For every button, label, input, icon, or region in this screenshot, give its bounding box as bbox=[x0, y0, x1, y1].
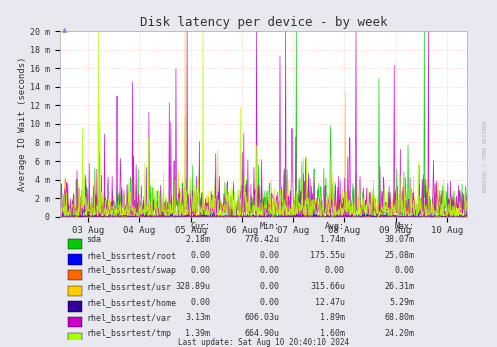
Text: rhel_bssrtest/usr: rhel_bssrtest/usr bbox=[86, 282, 171, 291]
Text: 2.18m: 2.18m bbox=[185, 235, 210, 244]
Text: 0.00: 0.00 bbox=[190, 298, 210, 307]
FancyBboxPatch shape bbox=[68, 254, 82, 265]
Text: RRDTOOL / TOBI OETIKER: RRDTOOL / TOBI OETIKER bbox=[482, 120, 487, 192]
Text: sda: sda bbox=[86, 235, 101, 244]
Text: 0.00: 0.00 bbox=[260, 298, 280, 307]
Text: 0.00: 0.00 bbox=[260, 282, 280, 291]
FancyBboxPatch shape bbox=[68, 239, 82, 249]
Text: 26.31m: 26.31m bbox=[384, 282, 414, 291]
Text: 776.42u: 776.42u bbox=[245, 235, 280, 244]
Text: 175.55u: 175.55u bbox=[310, 251, 345, 260]
Text: rhel_bssrtest/root: rhel_bssrtest/root bbox=[86, 251, 176, 260]
FancyBboxPatch shape bbox=[68, 317, 82, 327]
Text: 25.08m: 25.08m bbox=[384, 251, 414, 260]
Text: 3.13m: 3.13m bbox=[185, 313, 210, 322]
Text: Last update: Sat Aug 10 20:40:10 2024: Last update: Sat Aug 10 20:40:10 2024 bbox=[178, 338, 349, 347]
FancyBboxPatch shape bbox=[68, 301, 82, 312]
Text: 24.20m: 24.20m bbox=[384, 329, 414, 338]
Text: 0.00: 0.00 bbox=[260, 266, 280, 276]
FancyBboxPatch shape bbox=[68, 270, 82, 280]
Text: 0.00: 0.00 bbox=[190, 251, 210, 260]
Text: 0.00: 0.00 bbox=[325, 266, 345, 276]
Text: ▲: ▲ bbox=[62, 27, 67, 33]
FancyBboxPatch shape bbox=[68, 332, 82, 343]
Text: 664.90u: 664.90u bbox=[245, 329, 280, 338]
Text: 0.00: 0.00 bbox=[260, 251, 280, 260]
Text: 1.39m: 1.39m bbox=[185, 329, 210, 338]
Text: 1.89m: 1.89m bbox=[320, 313, 345, 322]
Text: rhel_bssrtest/swap: rhel_bssrtest/swap bbox=[86, 266, 176, 276]
Text: 0.00: 0.00 bbox=[190, 266, 210, 276]
Text: 1.74m: 1.74m bbox=[320, 235, 345, 244]
Text: 606.03u: 606.03u bbox=[245, 313, 280, 322]
Text: rhel_bssrtest/tmp: rhel_bssrtest/tmp bbox=[86, 329, 171, 338]
Y-axis label: Average IO Wait (seconds): Average IO Wait (seconds) bbox=[18, 57, 27, 191]
Text: rhel_bssrtest/var: rhel_bssrtest/var bbox=[86, 313, 171, 322]
Text: Avg:: Avg: bbox=[325, 222, 345, 231]
Text: 0.00: 0.00 bbox=[394, 266, 414, 276]
Text: 315.66u: 315.66u bbox=[310, 282, 345, 291]
Text: 68.80m: 68.80m bbox=[384, 313, 414, 322]
Title: Disk latency per device - by week: Disk latency per device - by week bbox=[140, 16, 387, 29]
Text: Cur:: Cur: bbox=[190, 222, 210, 231]
Text: 38.07m: 38.07m bbox=[384, 235, 414, 244]
Text: 328.89u: 328.89u bbox=[175, 282, 210, 291]
Text: rhel_bssrtest/home: rhel_bssrtest/home bbox=[86, 298, 176, 307]
Text: 5.29m: 5.29m bbox=[389, 298, 414, 307]
Text: Max:: Max: bbox=[394, 222, 414, 231]
Text: Min:: Min: bbox=[260, 222, 280, 231]
Text: 1.60m: 1.60m bbox=[320, 329, 345, 338]
Text: 12.47u: 12.47u bbox=[315, 298, 345, 307]
FancyBboxPatch shape bbox=[68, 286, 82, 296]
